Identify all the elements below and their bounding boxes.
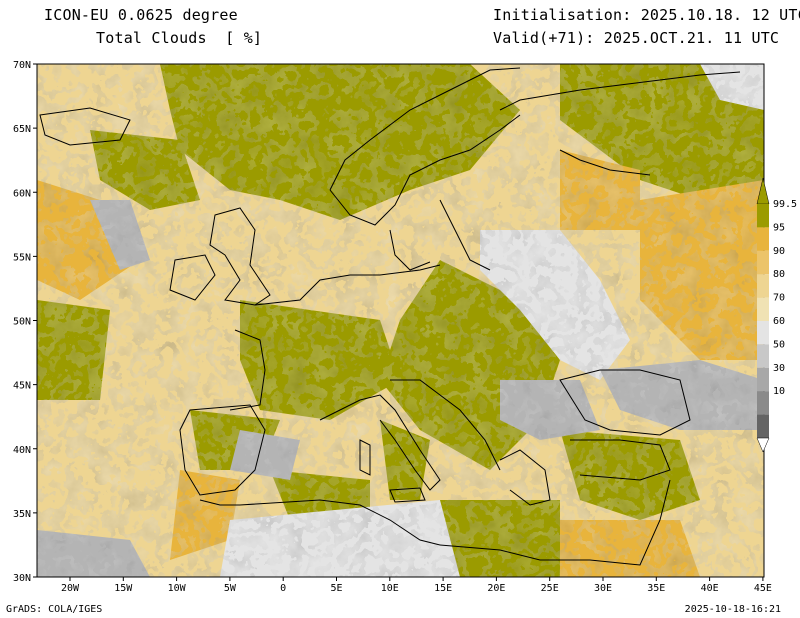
- coastline: [39, 107, 131, 146]
- coastline: [359, 439, 371, 476]
- latitude-label: 45N: [13, 381, 31, 392]
- colorbar-cap-bottom: [756, 437, 770, 453]
- valid-time: Valid(+71): 2025.OCT.21. 11 UTC: [493, 29, 780, 47]
- colorbar-label: 90: [773, 246, 785, 257]
- coastline: [499, 71, 741, 111]
- longitude-label: 15W: [114, 583, 133, 594]
- colorbar-swatch: [757, 204, 769, 228]
- coastline: [390, 379, 501, 471]
- colorbar-swatch: [757, 344, 769, 368]
- coastline: [559, 369, 691, 436]
- coastlines: [39, 67, 741, 566]
- latitude-label: 50N: [13, 317, 31, 328]
- colorbar-swatch: [757, 250, 769, 275]
- colorbar-swatch: [757, 274, 769, 298]
- longitude-label: 10W: [168, 583, 187, 594]
- coastline: [439, 199, 491, 271]
- colorbar-label: 30: [773, 363, 785, 374]
- coastline: [559, 149, 651, 176]
- latitude-label: 60N: [13, 188, 31, 199]
- coastline: [499, 449, 551, 506]
- colorbar-swatch: [757, 367, 769, 392]
- latitude-axis: 70N 65N 60N 55N 50N 45N 40N 35N 30N: [13, 60, 37, 584]
- coastline: [229, 329, 266, 411]
- coastline: [570, 439, 671, 481]
- field-title: Total Clouds [ %]: [96, 29, 263, 47]
- longitude-label: 35E: [647, 583, 665, 594]
- colorbar-label: 60: [773, 316, 785, 327]
- footer-credit: GrADS: COLA/IGES: [6, 604, 103, 615]
- latitude-label: 35N: [13, 509, 31, 520]
- latitude-label: 40N: [13, 445, 31, 456]
- coastline: [319, 394, 441, 491]
- longitude-label: 40E: [701, 583, 719, 594]
- coastline: [329, 67, 521, 191]
- colorbar-label: 95: [773, 222, 785, 233]
- colorbar-label: 99.5: [773, 199, 797, 210]
- longitude-label: 20E: [487, 583, 505, 594]
- coastline: [254, 264, 441, 306]
- colorbar-legend: 99.5 95 90 80 70 60 50 30 10: [756, 177, 797, 453]
- longitude-label: 0: [280, 583, 286, 594]
- coastline: [389, 229, 431, 271]
- model-title: ICON-EU 0.0625 degree: [44, 6, 238, 24]
- coastline: [169, 254, 216, 301]
- longitude-label: 25E: [541, 583, 559, 594]
- latitude-label: 70N: [13, 60, 31, 71]
- longitude-label: 5W: [224, 583, 237, 594]
- longitude-label: 15E: [434, 583, 452, 594]
- latitude-label: 55N: [13, 252, 31, 263]
- colorbar-swatch: [757, 227, 769, 251]
- cloud-field: [37, 64, 764, 577]
- coastline: [329, 114, 521, 226]
- coastline: [389, 487, 426, 503]
- longitude-label: 30E: [594, 583, 612, 594]
- longitude-label: 20W: [61, 583, 80, 594]
- coastline: [179, 404, 266, 496]
- coastline: [239, 499, 441, 546]
- colorbar-swatch: [757, 391, 769, 415]
- longitude-label: 5E: [330, 583, 342, 594]
- coastline: [439, 479, 671, 566]
- colorbar-swatch: [757, 321, 769, 345]
- init-time: Initialisation: 2025.10.18. 12 UTC: [493, 6, 800, 24]
- longitude-label: 45E: [754, 583, 772, 594]
- footer-timestamp: 2025-10-18-16:21: [684, 604, 781, 615]
- coastline: [199, 499, 240, 506]
- colorbar-label: 80: [773, 269, 785, 280]
- latitude-label: 30N: [13, 573, 31, 584]
- longitude-axis: 20W 15W 10W 5W 0 5E 10E 15E 20E 25E 30E 35E 40E 45E: [61, 577, 772, 594]
- colorbar-swatch: [757, 414, 769, 438]
- colorbar-label: 10: [773, 386, 785, 397]
- colorbar-swatch: [757, 297, 769, 321]
- latitude-label: 65N: [13, 124, 31, 135]
- cloud-texture: [37, 64, 764, 577]
- colorbar-label: 50: [773, 339, 785, 350]
- colorbar-label: 70: [773, 293, 785, 304]
- longitude-label: 10E: [381, 583, 399, 594]
